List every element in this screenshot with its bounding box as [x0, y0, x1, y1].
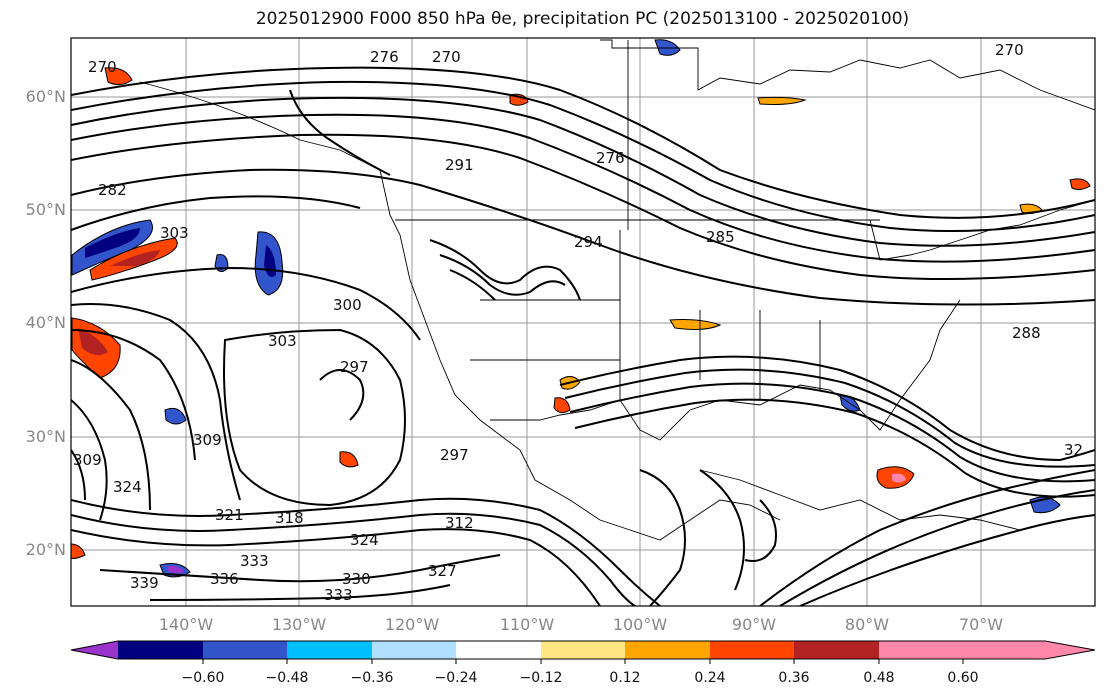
contour-label: 303	[160, 224, 189, 242]
contour-label: 312	[445, 514, 474, 532]
contour-label: 318	[275, 509, 304, 527]
colorbar-bin	[203, 641, 287, 659]
contour-label: 270	[88, 58, 117, 76]
colorbar-outline	[70, 640, 1096, 660]
colorbar-ticks	[202, 659, 964, 664]
contour-label: 297	[440, 446, 469, 464]
lon-label-130w: 130°W	[272, 615, 327, 634]
lon-label-70w: 70°W	[959, 615, 1003, 634]
lat-label-20n: 20°N	[26, 540, 66, 559]
contour-label: 282	[98, 181, 127, 199]
colorbar-tick-label: −0.36	[351, 670, 394, 686]
contour-label: 276	[370, 48, 399, 66]
contour-label: 300	[333, 296, 362, 314]
gridlines	[71, 38, 1095, 606]
contour-label: 333	[324, 586, 353, 604]
contour-label: 276	[596, 149, 625, 167]
precip-positive-patch	[1069, 178, 1091, 191]
contour-label: 297	[340, 358, 369, 376]
precip-positive-patch	[669, 319, 722, 330]
colorbar-tick-label: 0.12	[609, 670, 640, 686]
lat-label-30n: 30°N	[26, 427, 66, 446]
colorbar-bin	[710, 641, 794, 659]
colorbar-bin	[794, 641, 879, 659]
colorbar-extend-low	[71, 641, 118, 659]
colorbar-tick-label: −0.12	[520, 670, 563, 686]
colorbar-tick-label: −0.48	[266, 670, 309, 686]
map-title: 2025012900 F000 850 hPa θe, precipitatio…	[255, 9, 910, 29]
colorbar-bin	[287, 641, 372, 659]
longitude-labels: 140°W 130°W 120°W 110°W 100°W 90°W 80°W …	[159, 615, 1003, 634]
lat-label-60n: 60°N	[26, 87, 66, 106]
lon-label-80w: 80°W	[845, 615, 889, 634]
contour-label: 291	[445, 156, 474, 174]
contour-label: 303	[268, 332, 297, 350]
precip-positive-patch	[757, 96, 807, 105]
precip-pc-patches	[71, 39, 1091, 578]
colorbar-extend-high	[963, 641, 1095, 659]
latitude-labels: 60°N 50°N 40°N 30°N 20°N	[26, 87, 66, 559]
contour-label: 327	[428, 562, 457, 580]
contour-labels: 270 276 270 270 282 303 300 303 297 291 …	[73, 41, 1083, 604]
colorbar-tick-label: −0.60	[182, 670, 225, 686]
contour-label: 309	[193, 431, 222, 449]
precip-positive-patch	[339, 451, 359, 468]
contour-label: 32	[1064, 441, 1083, 459]
contour-label: 324	[350, 531, 379, 549]
precip-negative-patch	[168, 565, 184, 574]
precip-negative-patch	[85, 228, 140, 258]
contour-label: 309	[73, 451, 102, 469]
precip-positive-patch	[110, 250, 160, 266]
map-area[interactable]	[71, 38, 1095, 606]
contour-label: 321	[215, 506, 244, 524]
contour-label: 285	[706, 228, 735, 246]
coastlines-borders	[139, 39, 1095, 541]
precip-positive-patch	[78, 328, 108, 356]
contour-label: 324	[113, 478, 142, 496]
colorbar-bin	[456, 641, 541, 659]
colorbar-tick-label: 0.48	[863, 670, 894, 686]
colorbar-tick-label: 0.60	[947, 670, 978, 686]
precip-positive-patch	[553, 397, 571, 414]
colorbar-tick-label: −0.24	[435, 670, 478, 686]
map-frame	[70, 37, 1096, 607]
lat-label-40n: 40°N	[26, 313, 66, 332]
colorbar-bin	[625, 641, 710, 659]
colorbar-bin	[879, 641, 963, 659]
theta-e-contours	[71, 66, 1095, 606]
contour-label: 330	[342, 570, 371, 588]
colorbar-tick-label: 0.24	[694, 670, 725, 686]
contour-label: 270	[432, 48, 461, 66]
contour-label: 339	[130, 574, 159, 592]
lon-label-90w: 90°W	[732, 615, 776, 634]
contour-label: 294	[574, 233, 603, 251]
colorbar-bin	[541, 641, 625, 659]
lon-label-140w: 140°W	[159, 615, 214, 634]
colorbar-tick-label: 0.36	[778, 670, 809, 686]
precip-negative-patch	[164, 407, 187, 425]
colorbar-bin	[118, 641, 203, 659]
precip-positive-patch	[892, 473, 906, 483]
contour-label: 336	[210, 570, 239, 588]
lon-label-100w: 100°W	[613, 615, 668, 634]
lon-label-120w: 120°W	[385, 615, 440, 634]
precip-negative-patch	[654, 39, 681, 56]
precip-positive-patch	[104, 67, 133, 86]
map-content: 270 276 270 270 282 303 300 303 297 291 …	[71, 38, 1095, 606]
contour-label: 270	[995, 41, 1024, 59]
contour-label: 288	[1012, 324, 1041, 342]
colorbar-bin	[372, 641, 456, 659]
colorbar: −0.60 −0.48 −0.36 −0.24 −0.12 0.12 0.24 …	[70, 640, 1096, 686]
precip-positive-patch	[71, 543, 86, 559]
lat-label-50n: 50°N	[26, 200, 66, 219]
lon-label-110w: 110°W	[500, 615, 555, 634]
contour-label: 333	[240, 552, 269, 570]
